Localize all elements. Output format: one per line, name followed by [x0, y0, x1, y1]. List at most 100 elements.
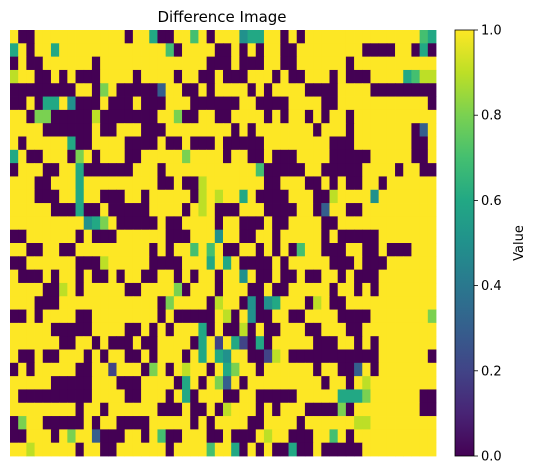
heatmap-cell: [198, 269, 208, 284]
heatmap-cell: [67, 282, 76, 297]
heatmap-cell: [67, 402, 76, 417]
heatmap-cell: [280, 69, 289, 84]
heatmap-cell: [419, 176, 429, 191]
heatmap-cell: [321, 442, 330, 457]
heatmap-cell: [50, 56, 60, 71]
heatmap-cell: [378, 203, 388, 217]
heatmap-cell: [280, 282, 289, 297]
heatmap-cell: [304, 349, 314, 364]
heatmap-cell: [18, 416, 27, 430]
heatmap-cell: [239, 176, 248, 191]
heatmap-cell: [378, 376, 388, 390]
heatmap-cell: [280, 389, 289, 404]
heatmap-cell: [247, 163, 257, 177]
heatmap-cell: [263, 256, 273, 271]
heatmap-cell: [50, 349, 60, 364]
heatmap-cell: [370, 402, 380, 417]
heatmap-cell: [132, 282, 142, 297]
heatmap-cell: [354, 83, 363, 97]
heatmap-cell: [116, 402, 126, 417]
heatmap-cell: [198, 123, 208, 137]
heatmap-cell: [255, 296, 265, 310]
heatmap-cell: [370, 416, 380, 430]
heatmap-cell: [411, 429, 421, 444]
heatmap-cell: [165, 163, 175, 177]
heatmap-cell: [304, 216, 314, 231]
heatmap-cell: [26, 109, 35, 124]
heatmap-cell: [75, 269, 85, 284]
heatmap-cell: [149, 243, 158, 257]
heatmap-cell: [18, 69, 27, 84]
heatmap-cell: [59, 429, 68, 444]
heatmap-cell: [288, 43, 298, 58]
heatmap-cell: [255, 362, 265, 377]
heatmap-cell: [313, 56, 322, 71]
heatmap-cell: [59, 362, 68, 377]
heatmap-cell: [198, 429, 208, 444]
heatmap-cell: [182, 282, 191, 297]
heatmap-cell: [370, 256, 380, 271]
heatmap-cell: [427, 163, 437, 177]
heatmap-cell: [116, 442, 126, 457]
heatmap-cell: [124, 56, 134, 71]
heatmap-cell: [59, 69, 68, 84]
heatmap-cell: [10, 442, 19, 457]
heatmap-cell: [182, 416, 191, 430]
heatmap-cell: [313, 243, 322, 257]
heatmap-cell: [337, 309, 347, 324]
heatmap-cell: [337, 282, 347, 297]
heatmap-cell: [34, 203, 44, 217]
heatmap-cell: [157, 43, 167, 58]
heatmap-cell: [173, 43, 183, 58]
heatmap-cell: [362, 402, 371, 417]
heatmap-cell: [313, 349, 322, 364]
heatmap-cell: [108, 229, 117, 244]
heatmap-cell: [378, 189, 388, 204]
heatmap-cell: [214, 442, 224, 457]
heatmap-cell: [67, 296, 76, 310]
heatmap-cell: [345, 389, 355, 404]
heatmap-cell: [34, 30, 44, 44]
heatmap-cell: [304, 123, 314, 137]
heatmap-cell: [34, 83, 44, 97]
heatmap-cell: [313, 163, 322, 177]
heatmap-cell: [280, 43, 289, 58]
heatmap-cell: [419, 136, 429, 151]
heatmap-cell: [239, 109, 248, 124]
heatmap-cell: [411, 282, 421, 297]
heatmap-cell: [10, 96, 19, 111]
heatmap-cell: [386, 83, 396, 97]
heatmap-cell: [403, 216, 412, 231]
heatmap-cell: [59, 296, 68, 310]
heatmap-cell: [280, 362, 289, 377]
heatmap-cell: [50, 256, 60, 271]
heatmap-cell: [296, 322, 306, 337]
heatmap-cell: [411, 336, 421, 350]
heatmap-cell: [165, 256, 175, 271]
heatmap-cell: [223, 109, 232, 124]
heatmap-cell: [190, 362, 199, 377]
heatmap-cell: [149, 402, 158, 417]
heatmap-cell: [108, 163, 117, 177]
heatmap-cell: [239, 322, 248, 337]
heatmap-cell: [321, 416, 330, 430]
heatmap-cell: [263, 309, 273, 324]
heatmap-cell: [182, 216, 191, 231]
heatmap-cell: [321, 123, 330, 137]
heatmap-cell: [321, 349, 330, 364]
heatmap-cell: [313, 149, 322, 164]
heatmap-cell: [223, 362, 232, 377]
heatmap-cell: [34, 296, 44, 310]
heatmap-cell: [149, 229, 158, 244]
heatmap-cell: [296, 96, 306, 111]
heatmap-cell: [157, 123, 167, 137]
heatmap-cell: [50, 96, 60, 111]
heatmap-cell: [345, 282, 355, 297]
heatmap-cell: [362, 389, 371, 404]
colorbar-tick-label: 1.0: [481, 24, 502, 39]
heatmap-cell: [239, 229, 248, 244]
heatmap-cell: [75, 349, 85, 364]
heatmap-cell: [100, 109, 109, 124]
heatmap-cell: [75, 109, 85, 124]
heatmap-cell: [141, 123, 150, 137]
